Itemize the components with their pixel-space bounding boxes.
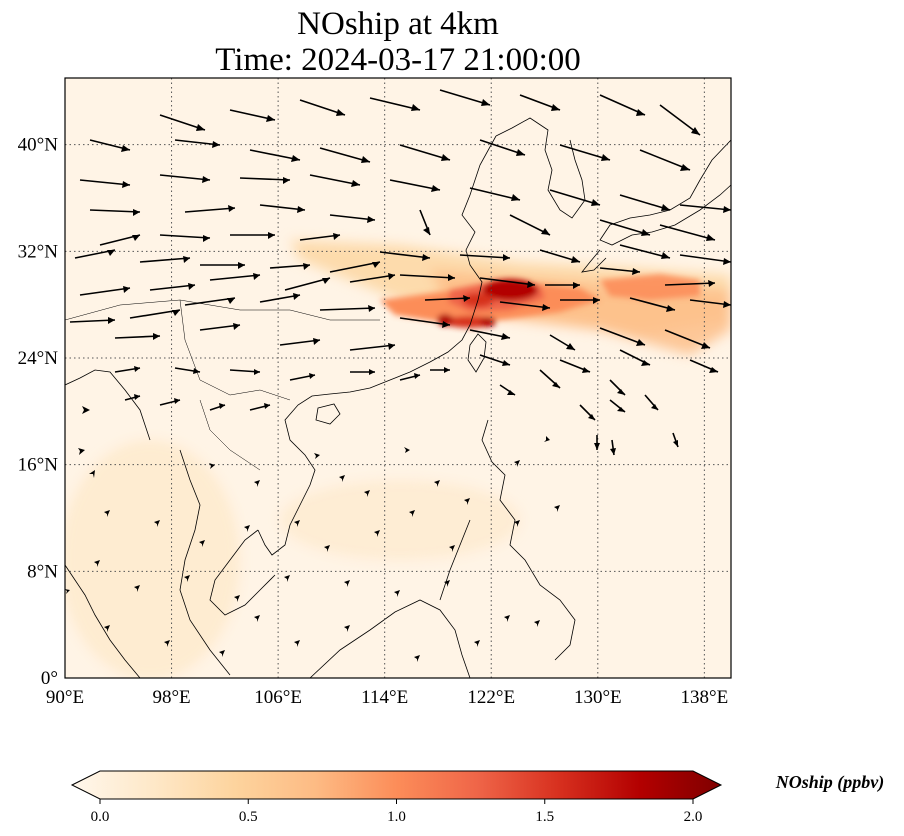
colorbar-tick-label: 0.0 xyxy=(91,809,110,825)
colorbar-tick-label: 2.0 xyxy=(684,809,703,825)
colorbar-tick-label: 1.5 xyxy=(535,809,554,825)
colorbar: 0.0 0.5 1.0 1.5 2.0 NOship (ppbv) xyxy=(70,770,885,825)
latitude-axis: 0° 8°N 16°N 24°N 32°N 40°N xyxy=(18,135,59,689)
y-tick-label: 0° xyxy=(41,668,58,689)
concentration-field xyxy=(65,78,731,678)
x-tick-label: 90°E xyxy=(46,687,84,708)
wind-vectors xyxy=(65,89,731,662)
x-tick-label: 98°E xyxy=(152,687,190,708)
y-tick-label: 24°N xyxy=(18,348,59,369)
y-tick-label: 40°N xyxy=(18,135,59,156)
x-tick-label: 114°E xyxy=(361,687,408,708)
colorbar-ticks: 0.0 0.5 1.0 1.5 2.0 xyxy=(91,799,703,825)
x-tick-label: 130°E xyxy=(574,687,622,708)
gridlines xyxy=(65,78,731,678)
colorbar-tick-label: 0.5 xyxy=(239,809,258,825)
x-tick-label: 122°E xyxy=(467,687,515,708)
y-tick-label: 32°N xyxy=(18,241,59,262)
map-subtitle-time: Time: 2024-03-17 21:00:00 xyxy=(215,42,581,78)
x-tick-label: 138°E xyxy=(681,687,729,708)
y-tick-label: 8°N xyxy=(27,561,58,582)
colorbar-label: NOship (ppbv) xyxy=(775,772,885,793)
map-frame xyxy=(64,77,732,679)
coastlines xyxy=(65,117,731,678)
y-tick-label: 16°N xyxy=(18,455,59,476)
map-title: NOship at 4km xyxy=(297,6,499,42)
colorbar-tick-label: 1.0 xyxy=(387,809,406,825)
longitude-axis: 90°E 98°E 106°E 114°E 122°E 130°E 138°E xyxy=(46,687,728,708)
colorbar-bar xyxy=(70,770,723,800)
x-tick-label: 106°E xyxy=(254,687,302,708)
